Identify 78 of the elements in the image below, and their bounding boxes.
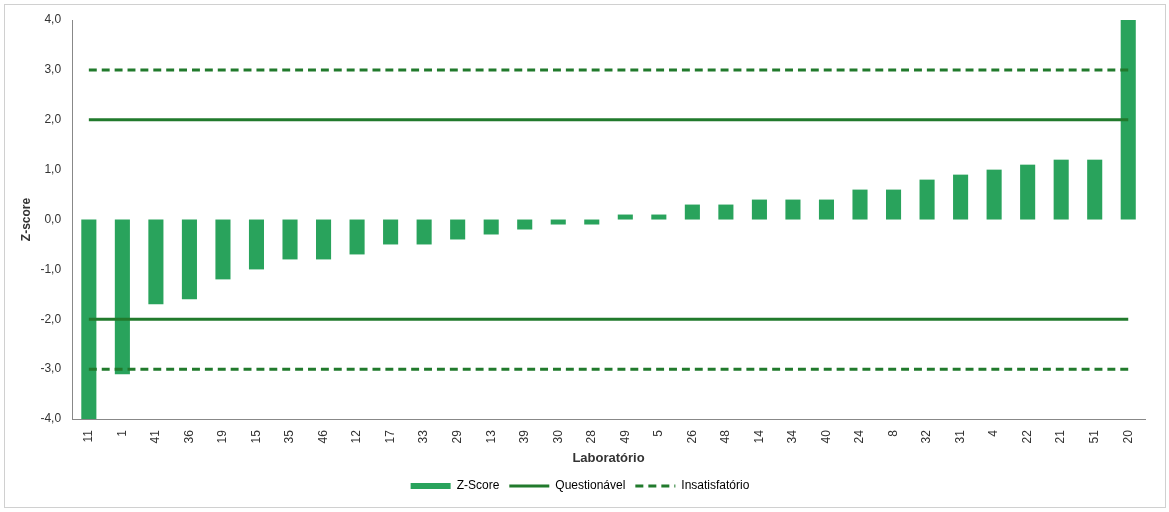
x-tick-label: 26 [684,429,699,444]
x-tick-label: 14 [751,429,766,444]
bar [617,214,633,220]
y-tick-label: 4,0 [44,12,62,27]
bar [148,219,164,305]
x-tick-label: 39 [517,429,532,444]
x-tick-label: 19 [215,429,230,444]
x-tick-label: 35 [282,429,297,444]
bar [114,219,130,375]
x-axis-title: Laboratório [572,449,645,465]
x-tick-label: 17 [382,429,397,444]
x-tick-label: 31 [952,429,967,444]
bar [282,219,298,260]
bar [81,219,97,420]
bar [818,199,835,220]
x-tick-label: 24 [852,429,867,444]
bar [852,189,868,220]
bar [684,204,700,220]
legend-label: Insatisfatório [681,478,750,493]
x-tick-label: 48 [718,429,733,444]
x-tick-label: 32 [919,429,934,444]
bar [919,179,935,220]
bar [718,204,734,220]
x-tick-label: 4 [986,429,1001,437]
x-tick-label: 41 [148,429,163,444]
bar [751,199,767,220]
y-axis-title: Z-score [18,197,33,242]
x-tick-label: 21 [1053,429,1068,444]
x-tick-label: 36 [181,429,196,444]
x-tick-label: 8 [885,429,900,437]
bar [248,219,265,270]
y-tick-label: 3,0 [44,62,62,77]
legend-label: Questionável [555,478,626,493]
bar [215,219,231,280]
x-tick-label: 5 [651,429,666,437]
bar [1087,159,1103,220]
x-tick-label: 13 [483,429,498,444]
bar [383,219,399,245]
x-tick-label: 20 [1120,429,1135,444]
bar [483,219,499,235]
bar [349,219,365,255]
x-tick-label: 22 [1019,429,1034,444]
bar [1020,164,1036,220]
x-tick-label: 49 [617,429,632,444]
x-tick-label: 28 [584,429,599,444]
x-tick-label: 1 [114,429,129,437]
y-tick-label: 0,0 [44,211,62,226]
y-tick-label: -2,0 [40,311,62,326]
x-tick-label: 46 [315,429,330,444]
legend-label: Z-Score [456,478,500,493]
y-tick-label: 1,0 [44,161,62,176]
bar [181,219,197,300]
bar [1053,159,1069,220]
bar [584,219,600,225]
x-tick-label: 29 [449,429,464,444]
x-tick-label: 30 [550,429,565,444]
bar [1120,20,1136,220]
x-tick-label: 15 [248,429,263,444]
y-tick-label: 2,0 [44,112,62,127]
bar [986,169,1002,220]
y-tick-label: -4,0 [40,411,62,426]
y-tick-label: -1,0 [40,261,62,276]
bar [316,219,332,260]
x-tick-label: 34 [785,429,800,444]
bar [651,214,667,220]
bar [785,199,801,220]
bar [953,174,969,220]
bar [550,219,566,225]
x-tick-label: 51 [1087,429,1102,444]
x-tick-label: 33 [416,429,431,444]
x-tick-label: 12 [349,429,364,444]
x-tick-label: 40 [818,429,833,444]
bar [885,189,902,220]
bar [517,219,533,230]
bar [450,219,466,240]
bar [416,219,432,245]
x-tick-label: 11 [81,429,96,443]
y-tick-label: -3,0 [40,361,62,376]
